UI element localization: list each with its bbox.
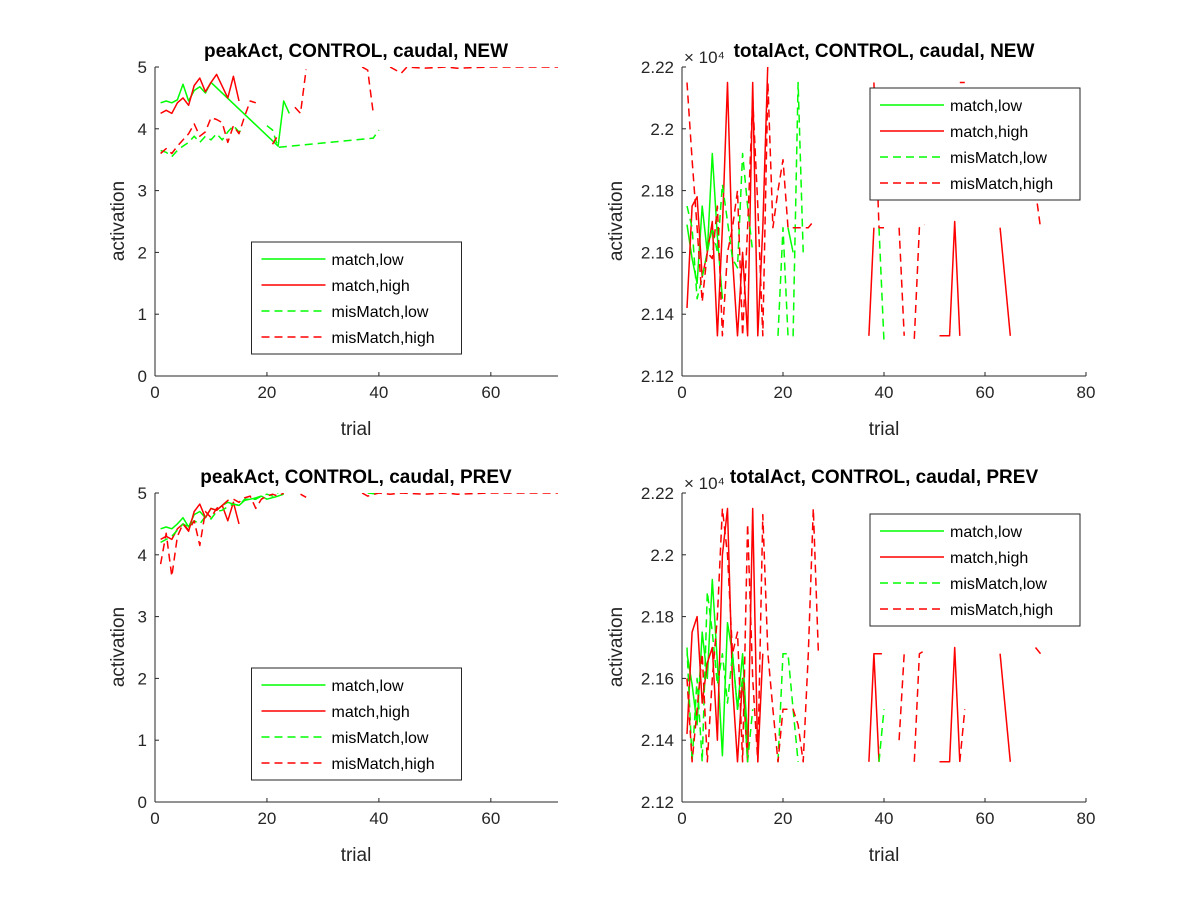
- x-axis-label: trial: [341, 845, 372, 866]
- y-tick-label: 1: [138, 731, 147, 750]
- subplot-totalact-prev: × 10⁴ totalAct, CONTROL, caudal, PREV tr…: [606, 467, 1095, 866]
- y-axis-label: activation: [606, 607, 627, 687]
- chart-title: totalAct, CONTROL, caudal, NEW: [734, 41, 1035, 62]
- legend: match,low match,high misMatch,low misMatch,…: [869, 513, 1081, 627]
- series-line-mismatch-high: [686, 507, 1042, 763]
- x-tick-label: 0: [677, 383, 686, 402]
- series-line-mismatch-low: [160, 124, 380, 158]
- x-axis-label: trial: [341, 419, 372, 440]
- legend-entry: misMatch,low: [950, 576, 1047, 593]
- legend-entry: match,high: [950, 550, 1028, 567]
- y-tick-label: 4: [138, 546, 147, 565]
- legend: match,low match,high misMatch,low misMatch,…: [869, 87, 1081, 201]
- y-tick-label: 2.22: [641, 58, 674, 77]
- x-tick-label: 20: [774, 383, 793, 402]
- legend-entry: match,high: [332, 278, 410, 295]
- x-axis-label: trial: [869, 845, 900, 866]
- x-axis-label: trial: [869, 419, 900, 440]
- y-tick-label: 2.16: [641, 669, 674, 688]
- y-tick-label: 2.14: [641, 305, 674, 324]
- legend-entry: misMatch,low: [332, 304, 429, 321]
- subplot-peakact-prev: peakAct, CONTROL, caudal, PREV trial act…: [108, 467, 558, 866]
- legend-box: [251, 241, 462, 355]
- legend-entry: misMatch,high: [950, 176, 1053, 193]
- y-tick-label: 2.12: [641, 793, 674, 812]
- legend: match,low match,high misMatch,low misMatch,…: [251, 241, 462, 355]
- legend-entry: match,high: [332, 704, 410, 721]
- y-tick-label: 3: [138, 608, 147, 627]
- chart-title: peakAct, CONTROL, caudal, NEW: [204, 41, 508, 62]
- subplot-peakact-new: peakAct, CONTROL, caudal, NEW trial acti…: [108, 41, 558, 440]
- series-line-match-high: [160, 501, 240, 541]
- exponent-label: × 10⁴: [684, 48, 725, 67]
- y-tick-label: 2.18: [641, 182, 674, 201]
- legend-entry: misMatch,high: [332, 330, 435, 347]
- x-tick-label: 40: [369, 809, 388, 828]
- x-tick-label: 40: [875, 809, 894, 828]
- y-tick-label: 5: [138, 484, 147, 503]
- series-line-match-low: [686, 152, 794, 299]
- legend-entry: match,low: [332, 252, 404, 269]
- x-tick-label: 40: [369, 383, 388, 402]
- y-tick-label: 2.16: [641, 243, 674, 262]
- y-tick-label: 5: [138, 58, 147, 77]
- y-tick-label: 2.14: [641, 731, 674, 750]
- y-axis-label: activation: [108, 181, 129, 261]
- legend-box: [251, 667, 462, 781]
- x-tick-label: 80: [1077, 383, 1096, 402]
- legend-entry: misMatch,low: [332, 730, 429, 747]
- x-tick-label: 0: [677, 809, 686, 828]
- x-tick-label: 20: [257, 383, 276, 402]
- chart-title: peakAct, CONTROL, caudal, PREV: [200, 467, 512, 488]
- y-tick-label: 3: [138, 182, 147, 201]
- y-tick-label: 1: [138, 305, 147, 324]
- legend-entry: match,low: [950, 98, 1022, 115]
- y-tick-label: 2.2: [650, 546, 674, 565]
- y-tick-label: 2.22: [641, 484, 674, 503]
- legend: match,low match,high misMatch,low misMatch,…: [251, 667, 462, 781]
- y-tick-label: 2: [138, 243, 147, 262]
- y-tick-label: 2.18: [641, 608, 674, 627]
- legend-entry: match,high: [950, 124, 1028, 141]
- x-tick-label: 80: [1077, 809, 1096, 828]
- x-tick-label: 40: [875, 383, 894, 402]
- y-tick-label: 2: [138, 669, 147, 688]
- x-tick-label: 20: [257, 809, 276, 828]
- series-line-mismatch-high: [160, 67, 558, 155]
- y-tick-label: 4: [138, 120, 147, 139]
- subplot-totalact-new: × 10⁴ totalAct, CONTROL, caudal, NEW tri…: [606, 41, 1095, 440]
- y-tick-label: 0: [138, 367, 147, 386]
- legend-box: [869, 513, 1081, 627]
- legend-entry: match,low: [950, 524, 1022, 541]
- y-tick-label: 2.2: [650, 120, 674, 139]
- series-line-mismatch-high: [686, 81, 1042, 339]
- series-line-mismatch-low: [686, 591, 885, 763]
- y-axis-label: activation: [108, 607, 129, 687]
- legend-entry: misMatch,low: [950, 150, 1047, 167]
- legend-box: [869, 87, 1081, 201]
- x-tick-label: 0: [150, 809, 159, 828]
- y-tick-label: 0: [138, 793, 147, 812]
- series-line-mismatch-high: [159, 493, 558, 578]
- series-line-match-low: [160, 81, 290, 147]
- legend-entry: match,low: [332, 678, 404, 695]
- x-tick-label: 60: [481, 383, 500, 402]
- exponent-label: × 10⁴: [684, 474, 725, 493]
- series-line-match-high: [686, 67, 1012, 337]
- series-line-mismatch-low: [686, 81, 885, 343]
- x-tick-label: 60: [976, 809, 995, 828]
- chart-title: totalAct, CONTROL, caudal, PREV: [730, 467, 1039, 488]
- series-line-mismatch-low: [160, 493, 379, 544]
- series-line-match-high: [160, 73, 240, 115]
- x-tick-label: 20: [774, 809, 793, 828]
- legend-entry: misMatch,high: [332, 756, 435, 773]
- x-tick-label: 60: [976, 383, 995, 402]
- legend-entry: misMatch,high: [950, 602, 1053, 619]
- x-tick-label: 0: [150, 383, 159, 402]
- y-tick-label: 2.12: [641, 367, 674, 386]
- y-axis-label: activation: [606, 181, 627, 261]
- x-tick-label: 60: [481, 809, 500, 828]
